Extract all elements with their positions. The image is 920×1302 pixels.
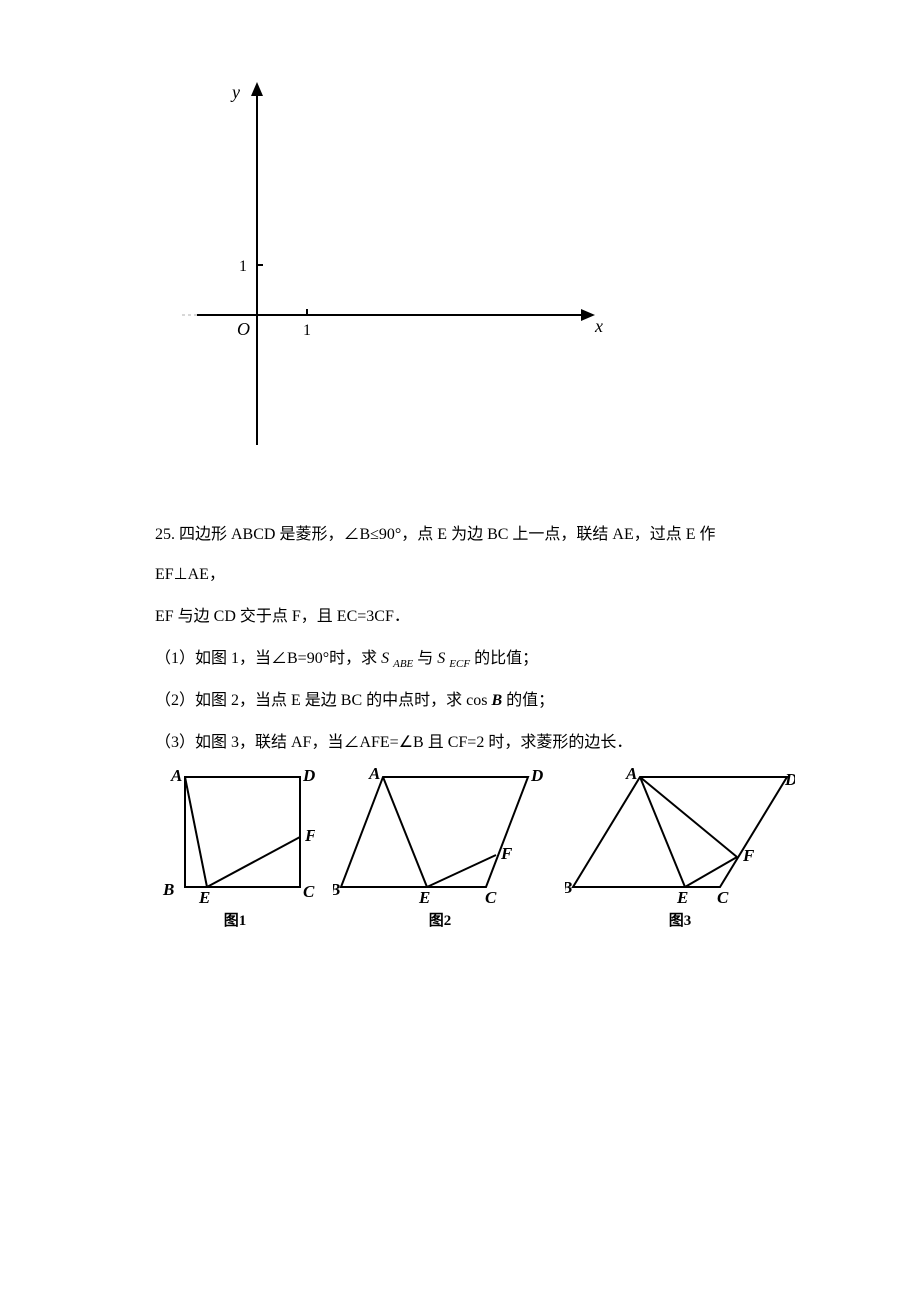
coord-plane-svg: y x O 1 1: [177, 80, 607, 450]
q1-S2: S: [437, 650, 445, 667]
figure-2-caption: 图2: [429, 909, 452, 930]
figure-3-caption: 图3: [669, 909, 692, 930]
fig2-label-B: B: [333, 880, 340, 899]
problem-stem-line2: EF 与边 CD 交于点 F，且 EC=3CF．: [155, 597, 767, 637]
problem-25: 25. 四边形 ABCD 是菱形，∠B≤90°，点 E 为边 BC 上一点，联结…: [155, 515, 767, 765]
stem-part1: 四边形 ABCD 是菱形，∠B≤90°，点 E 为边 BC 上一点，联结 AE，…: [155, 526, 716, 583]
fig3-label-C: C: [717, 888, 729, 905]
y-tick-1: 1: [239, 258, 247, 275]
q1-S1: S: [381, 650, 389, 667]
q1-mid: 与: [417, 650, 433, 667]
fig2-label-E: E: [418, 888, 430, 905]
problem-number: 25.: [155, 526, 175, 543]
fig3-label-D: D: [784, 770, 795, 789]
x-tick-1: 1: [303, 322, 311, 339]
figure-1-svg: A D B C E F: [155, 765, 315, 905]
fig2-label-A: A: [368, 765, 380, 783]
q2-cos-B: B: [491, 692, 502, 709]
axis-label-y: y: [230, 82, 240, 102]
fig1-label-D: D: [302, 766, 315, 785]
q1-sub-abe: ABE: [393, 658, 413, 670]
fig1-label-F: F: [304, 826, 315, 845]
q2-prefix: （2）如图 2，当点 E 是边 BC 的中点时，求: [155, 692, 462, 709]
fig2-label-C: C: [485, 888, 497, 905]
figure-3-container: A D B C E F 图3: [565, 765, 795, 945]
figure-2-container: A D B C E F 图2: [333, 765, 548, 945]
fig2-label-F: F: [500, 844, 513, 863]
q1-suffix: 的比值；: [474, 650, 538, 667]
fig3-label-B: B: [565, 878, 572, 897]
fig3-label-A: A: [625, 765, 637, 783]
figure-3-svg: A D B C E F: [565, 765, 795, 905]
figure-2-svg: A D B C E F: [333, 765, 548, 905]
figures-row: A D B C E F 图1 A D B C: [155, 765, 795, 945]
question-3: （3）如图 3，联结 AF，当∠AFE=∠B 且 CF=2 时，求菱形的边长．: [155, 723, 767, 763]
problem-stem-line1: 25. 四边形 ABCD 是菱形，∠B≤90°，点 E 为边 BC 上一点，联结…: [155, 515, 767, 595]
q2-cos: cos: [466, 692, 487, 709]
question-2: （2）如图 2，当点 E 是边 BC 的中点时，求 cos B 的值；: [155, 681, 767, 721]
axis-label-x: x: [594, 316, 603, 336]
fig3-label-F: F: [742, 846, 755, 865]
fig3-label-E: E: [676, 888, 688, 905]
coordinate-plane: y x O 1 1: [177, 80, 607, 450]
fig1-label-C: C: [303, 882, 315, 901]
figure-1-container: A D B C E F 图1: [155, 765, 315, 945]
q1-prefix: （1）如图 1，当∠B=90°时，求: [155, 650, 377, 667]
fig1-label-A: A: [170, 766, 182, 785]
fig1-label-B: B: [162, 880, 174, 899]
figure-1-caption: 图1: [224, 909, 247, 930]
q2-suffix: 的值；: [506, 692, 554, 709]
q1-sub-ecf: ECF: [449, 658, 470, 670]
fig2-label-D: D: [530, 766, 543, 785]
origin-label: O: [237, 319, 250, 339]
fig1-label-E: E: [198, 888, 210, 905]
question-1: （1）如图 1，当∠B=90°时，求 S ABE 与 S ECF 的比值；: [155, 639, 767, 679]
